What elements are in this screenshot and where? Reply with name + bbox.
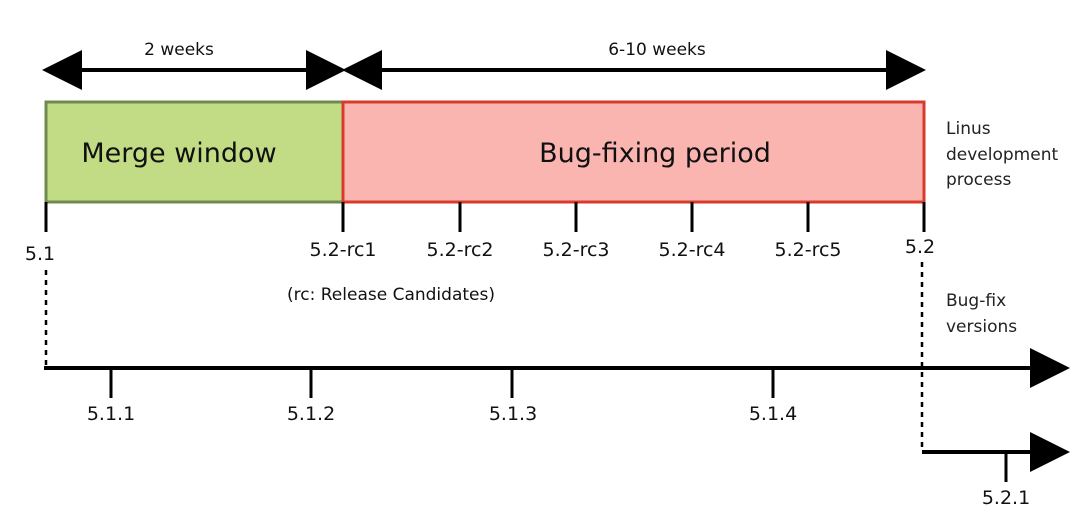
linus-line-1: Linus [946,119,991,139]
merge-window-box [44,100,345,204]
version-5-2-rc5: 5.2-rc5 [774,239,842,261]
stable-5-1-ticks [109,368,775,398]
merge-window-label: Merge window [81,138,277,169]
linus-process-label: Linus development process [946,117,1058,194]
version-5-2-1: 5.2.1 [981,487,1031,509]
version-5-1-2: 5.1.2 [286,403,336,425]
version-5-2-rc1: 5.2-rc1 [309,239,377,261]
bugfix-period-label: Bug-fixing period [539,138,771,169]
mainline-ticks [44,202,926,232]
version-5-1-1: 5.1.1 [86,403,136,425]
bugfix-versions-label: Bug-fix versions [946,289,1017,340]
merge-duration-label: 2 weeks [144,40,214,60]
bugfix-duration-label: 6-10 weeks [608,40,706,60]
version-5-2-rc2: 5.2-rc2 [426,239,494,261]
linus-line-2: development [946,144,1059,165]
version-5-2-rc4: 5.2-rc4 [658,239,726,261]
version-5-2-rc3: 5.2-rc3 [542,239,610,261]
bugfix-period-box [341,100,926,204]
bugfix-versions-line-1: Bug-fix [946,291,1007,311]
linus-line-3: process [946,170,1012,190]
bugfix-versions-line-2: versions [946,316,1018,337]
rc-note: (rc: Release Candidates) [287,285,495,305]
version-5-2: 5.2 [904,236,936,258]
version-5-1: 5.1 [24,243,56,265]
version-5-1-4: 5.1.4 [748,403,798,425]
version-5-1-3: 5.1.3 [488,403,538,425]
